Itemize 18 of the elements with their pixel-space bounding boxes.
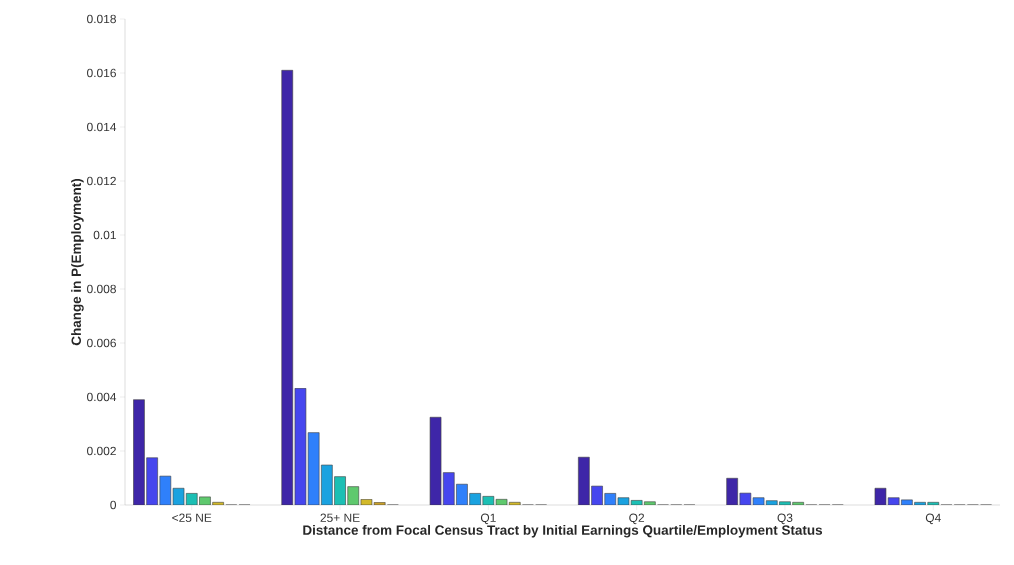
y-tick-label: 0.002	[87, 446, 116, 456]
y-axis-title: Change in P(Employment)	[71, 178, 84, 346]
x-tick-label: Q2	[629, 513, 645, 525]
x-tick-label: Q4	[925, 513, 941, 525]
y-tick-label: 0	[110, 500, 117, 510]
y-tick-label: 0.012	[87, 176, 116, 186]
y-tick-label: 0.018	[87, 14, 116, 24]
y-tick-label: 0.01	[93, 230, 116, 240]
y-tick-label: 0.008	[87, 284, 116, 294]
x-axis-title: Distance from Focal Census Tract by Initial Earnings Quartile/Employment Status	[303, 524, 823, 538]
x-tick-label: 25+ NE	[320, 513, 360, 522]
y-tick-label: 0.004	[87, 392, 117, 402]
x-tick-label: Q1	[480, 513, 496, 525]
y-tick-label: 0.016	[87, 68, 116, 78]
x-tick-label: <25 NE	[172, 513, 212, 522]
y-tick-label: 0.006	[87, 338, 116, 348]
y-tick-label: 0.014	[87, 122, 117, 132]
x-tick-label: Q3	[777, 513, 793, 525]
